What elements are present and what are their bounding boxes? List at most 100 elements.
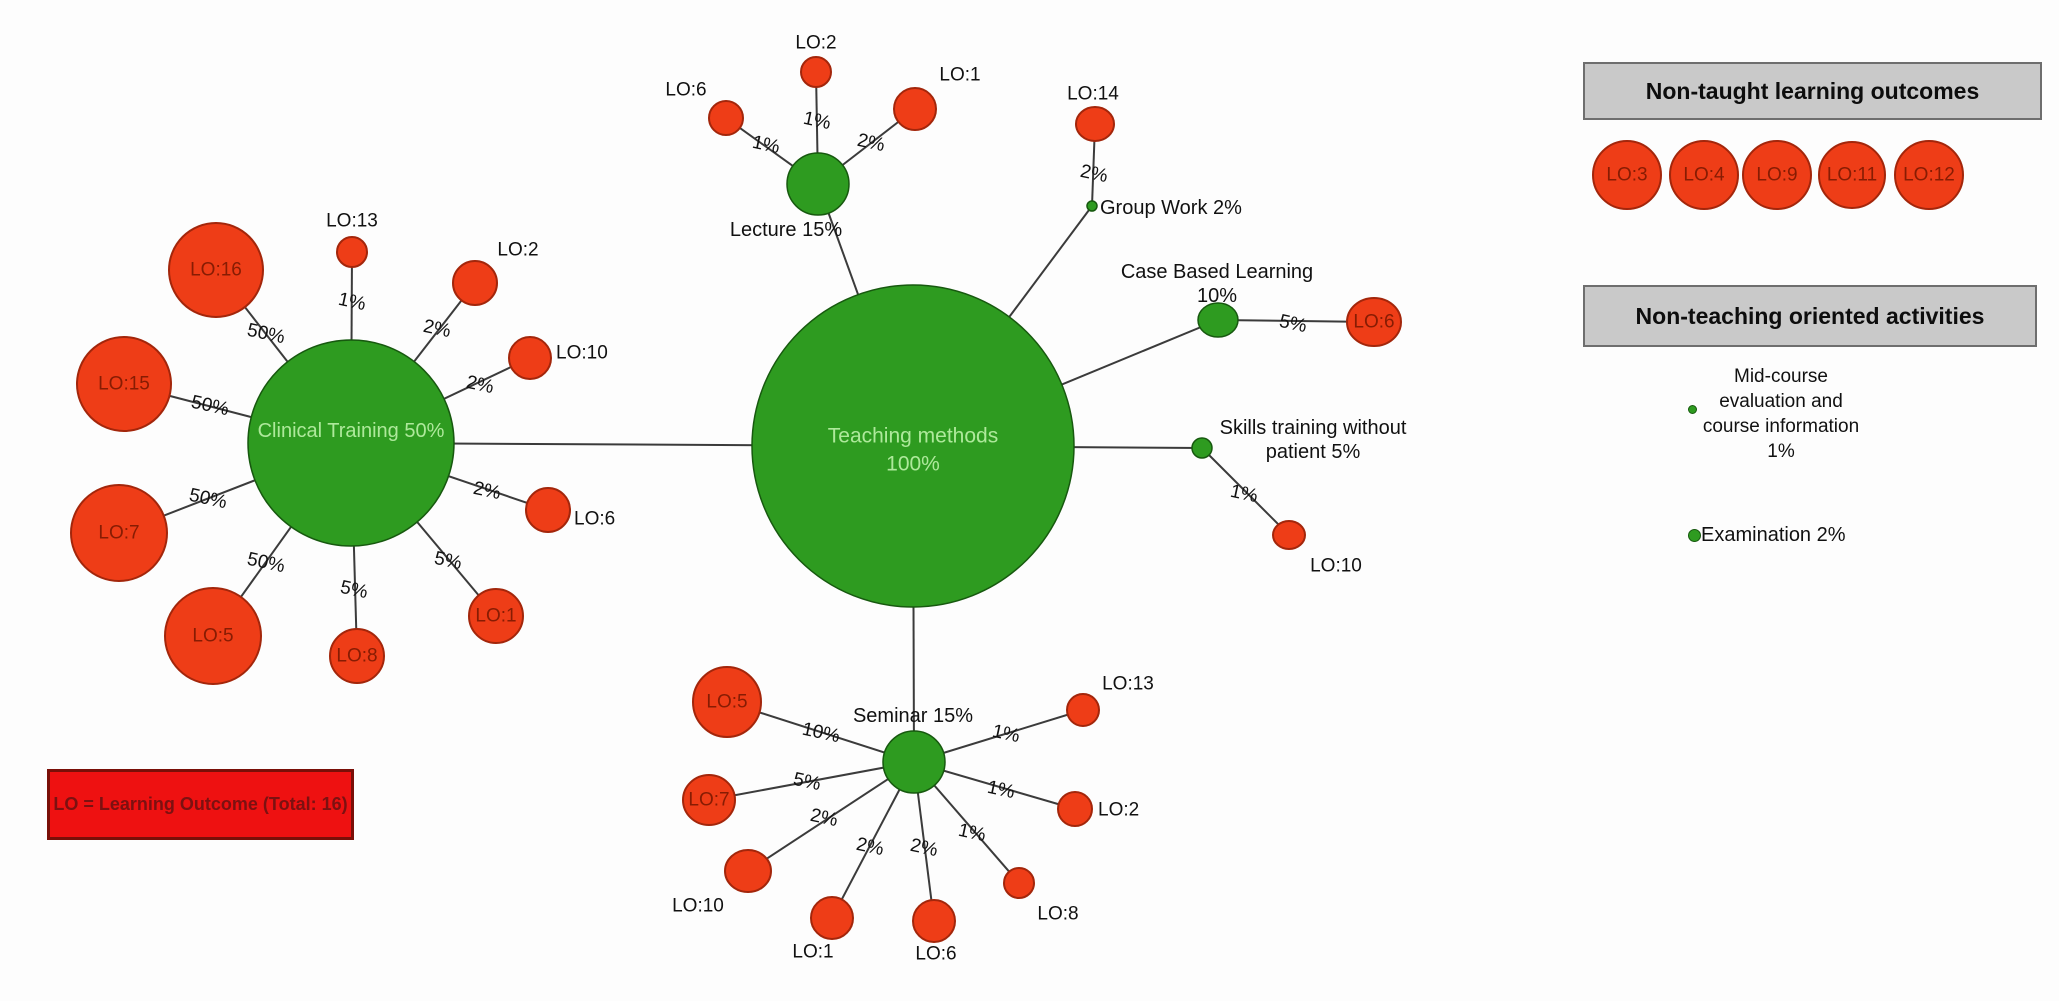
- node-cbl-lo6: [1346, 297, 1402, 347]
- node-lec-lo2: [800, 56, 832, 88]
- edge-label-clinical-ct-lo15: 50%: [189, 392, 231, 420]
- node-label-teaching-2: 100%: [886, 453, 940, 476]
- edge-label-clinical-ct-lo16: 50%: [245, 320, 287, 348]
- node-label-seminar: Seminar 15%: [853, 705, 973, 727]
- edge-label-clinical-ct-lo1: 5%: [432, 548, 463, 574]
- node-ct-lo13: [336, 236, 368, 268]
- node-label-skills-2: patient 5%: [1266, 441, 1361, 463]
- node-label-skills-1: Skills training without: [1220, 417, 1407, 439]
- node-seminar: [882, 730, 946, 794]
- node-sem-lo7: [682, 774, 736, 826]
- panel-non-taught-learning-outcomes: Non-taught learning outcomes: [1583, 62, 2042, 120]
- panel-non-taught-title: Non-taught learning outcomes: [1645, 77, 1980, 104]
- node-label-sem-lo2: LO:2: [1098, 800, 1139, 821]
- node-label-ct-lo7: LO:7: [98, 523, 139, 544]
- edge-label-seminar-sem-lo8: 1%: [956, 820, 987, 846]
- edge-label-seminar-sem-lo13: 1%: [990, 721, 1021, 747]
- panel-non-teaching-oriented-activities: Non-teaching oriented activities: [1583, 285, 2037, 347]
- node-label-cbl-lo6: LO:6: [1353, 312, 1394, 333]
- node-sem-lo6: [912, 899, 956, 943]
- node-label-ct-lo1: LO:1: [475, 606, 516, 627]
- panel-non-teaching-title: Non-teaching oriented activities: [1635, 302, 1985, 329]
- node-nt-lo4: [1669, 140, 1739, 210]
- node-label-nt-lo11: LO:11: [1827, 165, 1877, 186]
- node-nt-lo3: [1592, 140, 1662, 210]
- node-groupwork: [1086, 200, 1098, 212]
- node-label-sk-lo10: LO:10: [1310, 556, 1362, 577]
- node-label-gw-lo14: LO:14: [1067, 84, 1119, 105]
- edge-label-groupwork-gw-lo14: 2%: [1078, 161, 1109, 187]
- node-label-groupwork: Group Work 2%: [1100, 197, 1242, 219]
- examination-annotation: Examination 2%: [1701, 524, 1846, 546]
- node-label-lec-lo1: LO:1: [939, 65, 980, 86]
- edge-label-seminar-sem-lo1: 2%: [854, 834, 885, 860]
- edge-label-lecture-lec-lo6: 1%: [750, 132, 781, 158]
- node-ct-lo5: [164, 587, 262, 685]
- node-nt-lo11: [1818, 141, 1886, 209]
- node-skills: [1191, 437, 1213, 459]
- node-ct-lo16: [168, 222, 264, 318]
- node-sem-lo8: [1003, 867, 1035, 899]
- node-label-lecture: Lecture 15%: [730, 219, 843, 241]
- edge-label-lecture-lec-lo2: 1%: [801, 108, 832, 134]
- node-clinical: [247, 339, 455, 547]
- node-sk-lo10: [1272, 520, 1306, 550]
- midcourse-line-1: Mid-course: [1734, 366, 1828, 387]
- node-label-sem-lo6: LO:6: [915, 944, 956, 965]
- midcourse-node-dot: [1688, 405, 1697, 414]
- node-label-sem-lo1: LO:1: [792, 942, 833, 963]
- node-ct-lo8: [329, 628, 385, 684]
- edge-label-skills-sk-lo10: 1%: [1228, 481, 1259, 507]
- node-label-ct-lo10: LO:10: [556, 343, 608, 364]
- edge-seminar-sem-lo10: [747, 761, 915, 872]
- node-gw-lo14: [1075, 106, 1115, 142]
- examination-node-dot: [1688, 529, 1701, 542]
- node-ct-lo15: [76, 336, 172, 432]
- node-nt-lo9: [1742, 140, 1812, 210]
- node-ct-lo7: [70, 484, 168, 582]
- node-label-ct-lo5: LO:5: [192, 626, 233, 647]
- node-label-ct-lo6: LO:6: [574, 509, 615, 530]
- node-label-teaching-1: Teaching methods: [828, 425, 998, 448]
- node-lecture: [786, 152, 850, 216]
- node-sem-lo1: [810, 896, 854, 940]
- node-label-lec-lo2: LO:2: [795, 33, 836, 54]
- edge-label-clinical-ct-lo6: 2%: [471, 478, 502, 504]
- node-label-ct-lo16: LO:16: [190, 260, 242, 281]
- node-label-nt-lo12: LO:12: [1903, 165, 1955, 186]
- node-sem-lo13: [1066, 693, 1100, 727]
- node-label-cbl-1: Case Based Learning: [1121, 261, 1313, 283]
- edge-seminar-sem-lo7: [708, 761, 915, 801]
- midcourse-line-4: 1%: [1767, 441, 1795, 462]
- node-lec-lo1: [893, 87, 937, 131]
- node-sem-lo10: [724, 849, 772, 893]
- node-ct-lo6: [525, 487, 571, 533]
- edge-label-clinical-ct-lo13: 1%: [336, 289, 367, 315]
- node-label-nt-lo3: LO:3: [1606, 165, 1647, 186]
- node-label-nt-lo9: LO:9: [1756, 165, 1797, 186]
- node-sem-lo5: [692, 666, 762, 738]
- edge-label-seminar-sem-lo6: 2%: [908, 835, 939, 861]
- node-label-sem-lo8: LO:8: [1037, 904, 1078, 925]
- node-label-sem-lo13: LO:13: [1102, 674, 1154, 695]
- node-ct-lo2: [452, 260, 498, 306]
- node-nt-lo12: [1894, 140, 1964, 210]
- node-label-ct-lo2: LO:2: [497, 240, 538, 261]
- node-label-sem-lo7: LO:7: [688, 790, 729, 811]
- node-ct-lo1: [468, 588, 524, 644]
- node-lec-lo6: [708, 100, 744, 136]
- node-label-nt-lo4: LO:4: [1683, 165, 1725, 186]
- node-sem-lo2: [1057, 791, 1093, 827]
- edge-label-seminar-sem-lo5: 10%: [800, 719, 842, 747]
- edge-label-clinical-ct-lo2: 2%: [421, 316, 452, 342]
- node-teaching: [751, 284, 1075, 608]
- edge-label-seminar-sem-lo7: 5%: [791, 769, 822, 795]
- edge-label-clinical-ct-lo5: 50%: [245, 549, 287, 577]
- edge-label-clinical-ct-lo8: 5%: [338, 577, 369, 603]
- edge-label-clinical-ct-lo7: 50%: [187, 485, 229, 513]
- node-label-ct-lo8: LO:8: [336, 646, 377, 667]
- midcourse-evaluation-annotation: Mid-course evaluation and course informa…: [1661, 364, 1901, 464]
- node-label-sem-lo10: LO:10: [672, 896, 724, 917]
